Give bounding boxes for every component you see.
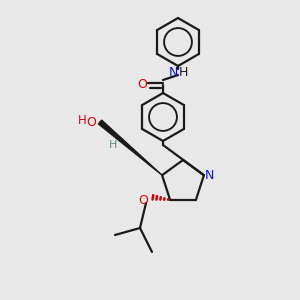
Text: N: N <box>168 65 178 79</box>
Text: H: H <box>178 65 188 79</box>
Text: N: N <box>205 169 214 182</box>
Text: O: O <box>137 79 147 92</box>
Text: O: O <box>86 116 96 128</box>
Text: H: H <box>109 140 117 150</box>
Text: H: H <box>78 115 86 128</box>
Polygon shape <box>98 120 162 175</box>
Text: O: O <box>138 194 148 206</box>
